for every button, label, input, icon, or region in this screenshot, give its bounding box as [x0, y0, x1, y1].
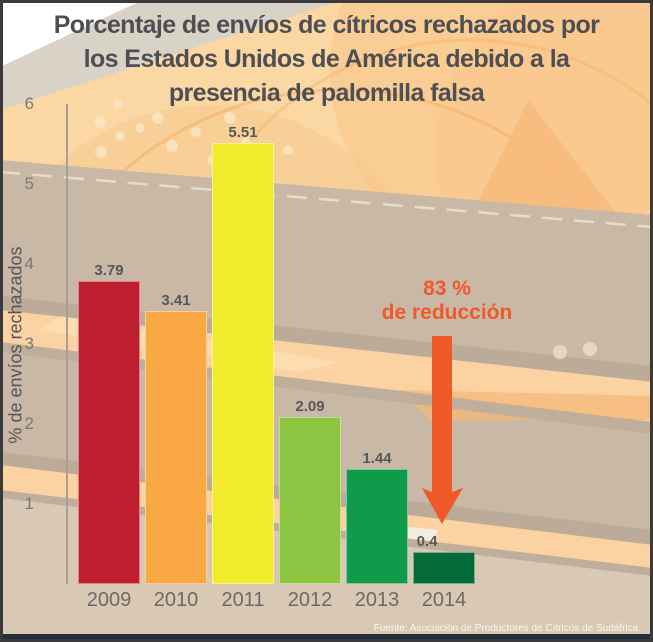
y-tick-label: 2 [24, 414, 34, 433]
reduction-annotation-line-2: de reducción [381, 301, 513, 324]
corner-fold [0, 0, 343, 110]
bar-group-2009: 3.79 [78, 262, 140, 584]
bar-value-label: 1.44 [362, 449, 392, 467]
bar-value-label: 2.09 [295, 397, 325, 415]
y-tick-label: 5 [24, 174, 34, 193]
bar-group-2010: 3.41 [145, 292, 207, 584]
bar-group-2013: 1.44 [346, 450, 408, 584]
x-tick-label: 2013 [354, 589, 400, 611]
reduction-annotation-line-1: 83 % [423, 277, 471, 300]
y-tick-label: 6 [24, 94, 34, 113]
bar-2009 [78, 280, 140, 584]
footer-strip [0, 634, 653, 642]
bar-value-label: 0.4 [416, 533, 438, 550]
bar-2011 [212, 143, 274, 584]
y-tick-label: 1 [24, 494, 34, 513]
reduction-annotation: 83 % de reducción [357, 277, 537, 325]
y-tick-label: 3 [24, 334, 34, 353]
y-axis-line [66, 104, 68, 584]
source-text: Fuente: Asociación de Productores de Cít… [373, 623, 641, 634]
bar-group-2011: 5.51 [212, 124, 274, 584]
bar-2013 [346, 468, 408, 584]
bar-value-label: 5.51 [228, 124, 258, 142]
bar-group-2012: 2.09 [279, 398, 341, 584]
x-tick-label: 2011 [221, 589, 265, 611]
chart-title-line-1: Porcentaje de envíos de cítricos rechaza… [53, 11, 600, 39]
x-tick-label: 2009 [86, 589, 132, 611]
bar-2012 [279, 416, 341, 584]
bar-2010 [145, 311, 207, 584]
bar-value-label: 3.41 [161, 292, 191, 310]
bar-group-2014: 0.4 [413, 533, 475, 584]
bars-row: 3.79 3.41 5.51 2.09 1.44 0.4 [78, 104, 475, 584]
x-tick-label: 2012 [287, 589, 333, 611]
road-dashed-line [0, 170, 653, 229]
chart-title-line-2: los Estados Unidos de América debido a l… [83, 45, 570, 73]
x-tick-label: 2010 [153, 589, 199, 611]
x-tick-label: 2014 [421, 589, 467, 611]
y-tick-label: 4 [24, 254, 34, 273]
bar-2014 [413, 552, 475, 584]
bar-value-label: 3.79 [94, 261, 124, 279]
chart-title-line-3: presencia de palomilla falsa [168, 79, 485, 107]
chart-title: Porcentaje de envíos de cítricos rechaza… [8, 8, 645, 110]
xlabels-row: 2009 2010 2011 2012 2013 2014 [78, 589, 475, 612]
